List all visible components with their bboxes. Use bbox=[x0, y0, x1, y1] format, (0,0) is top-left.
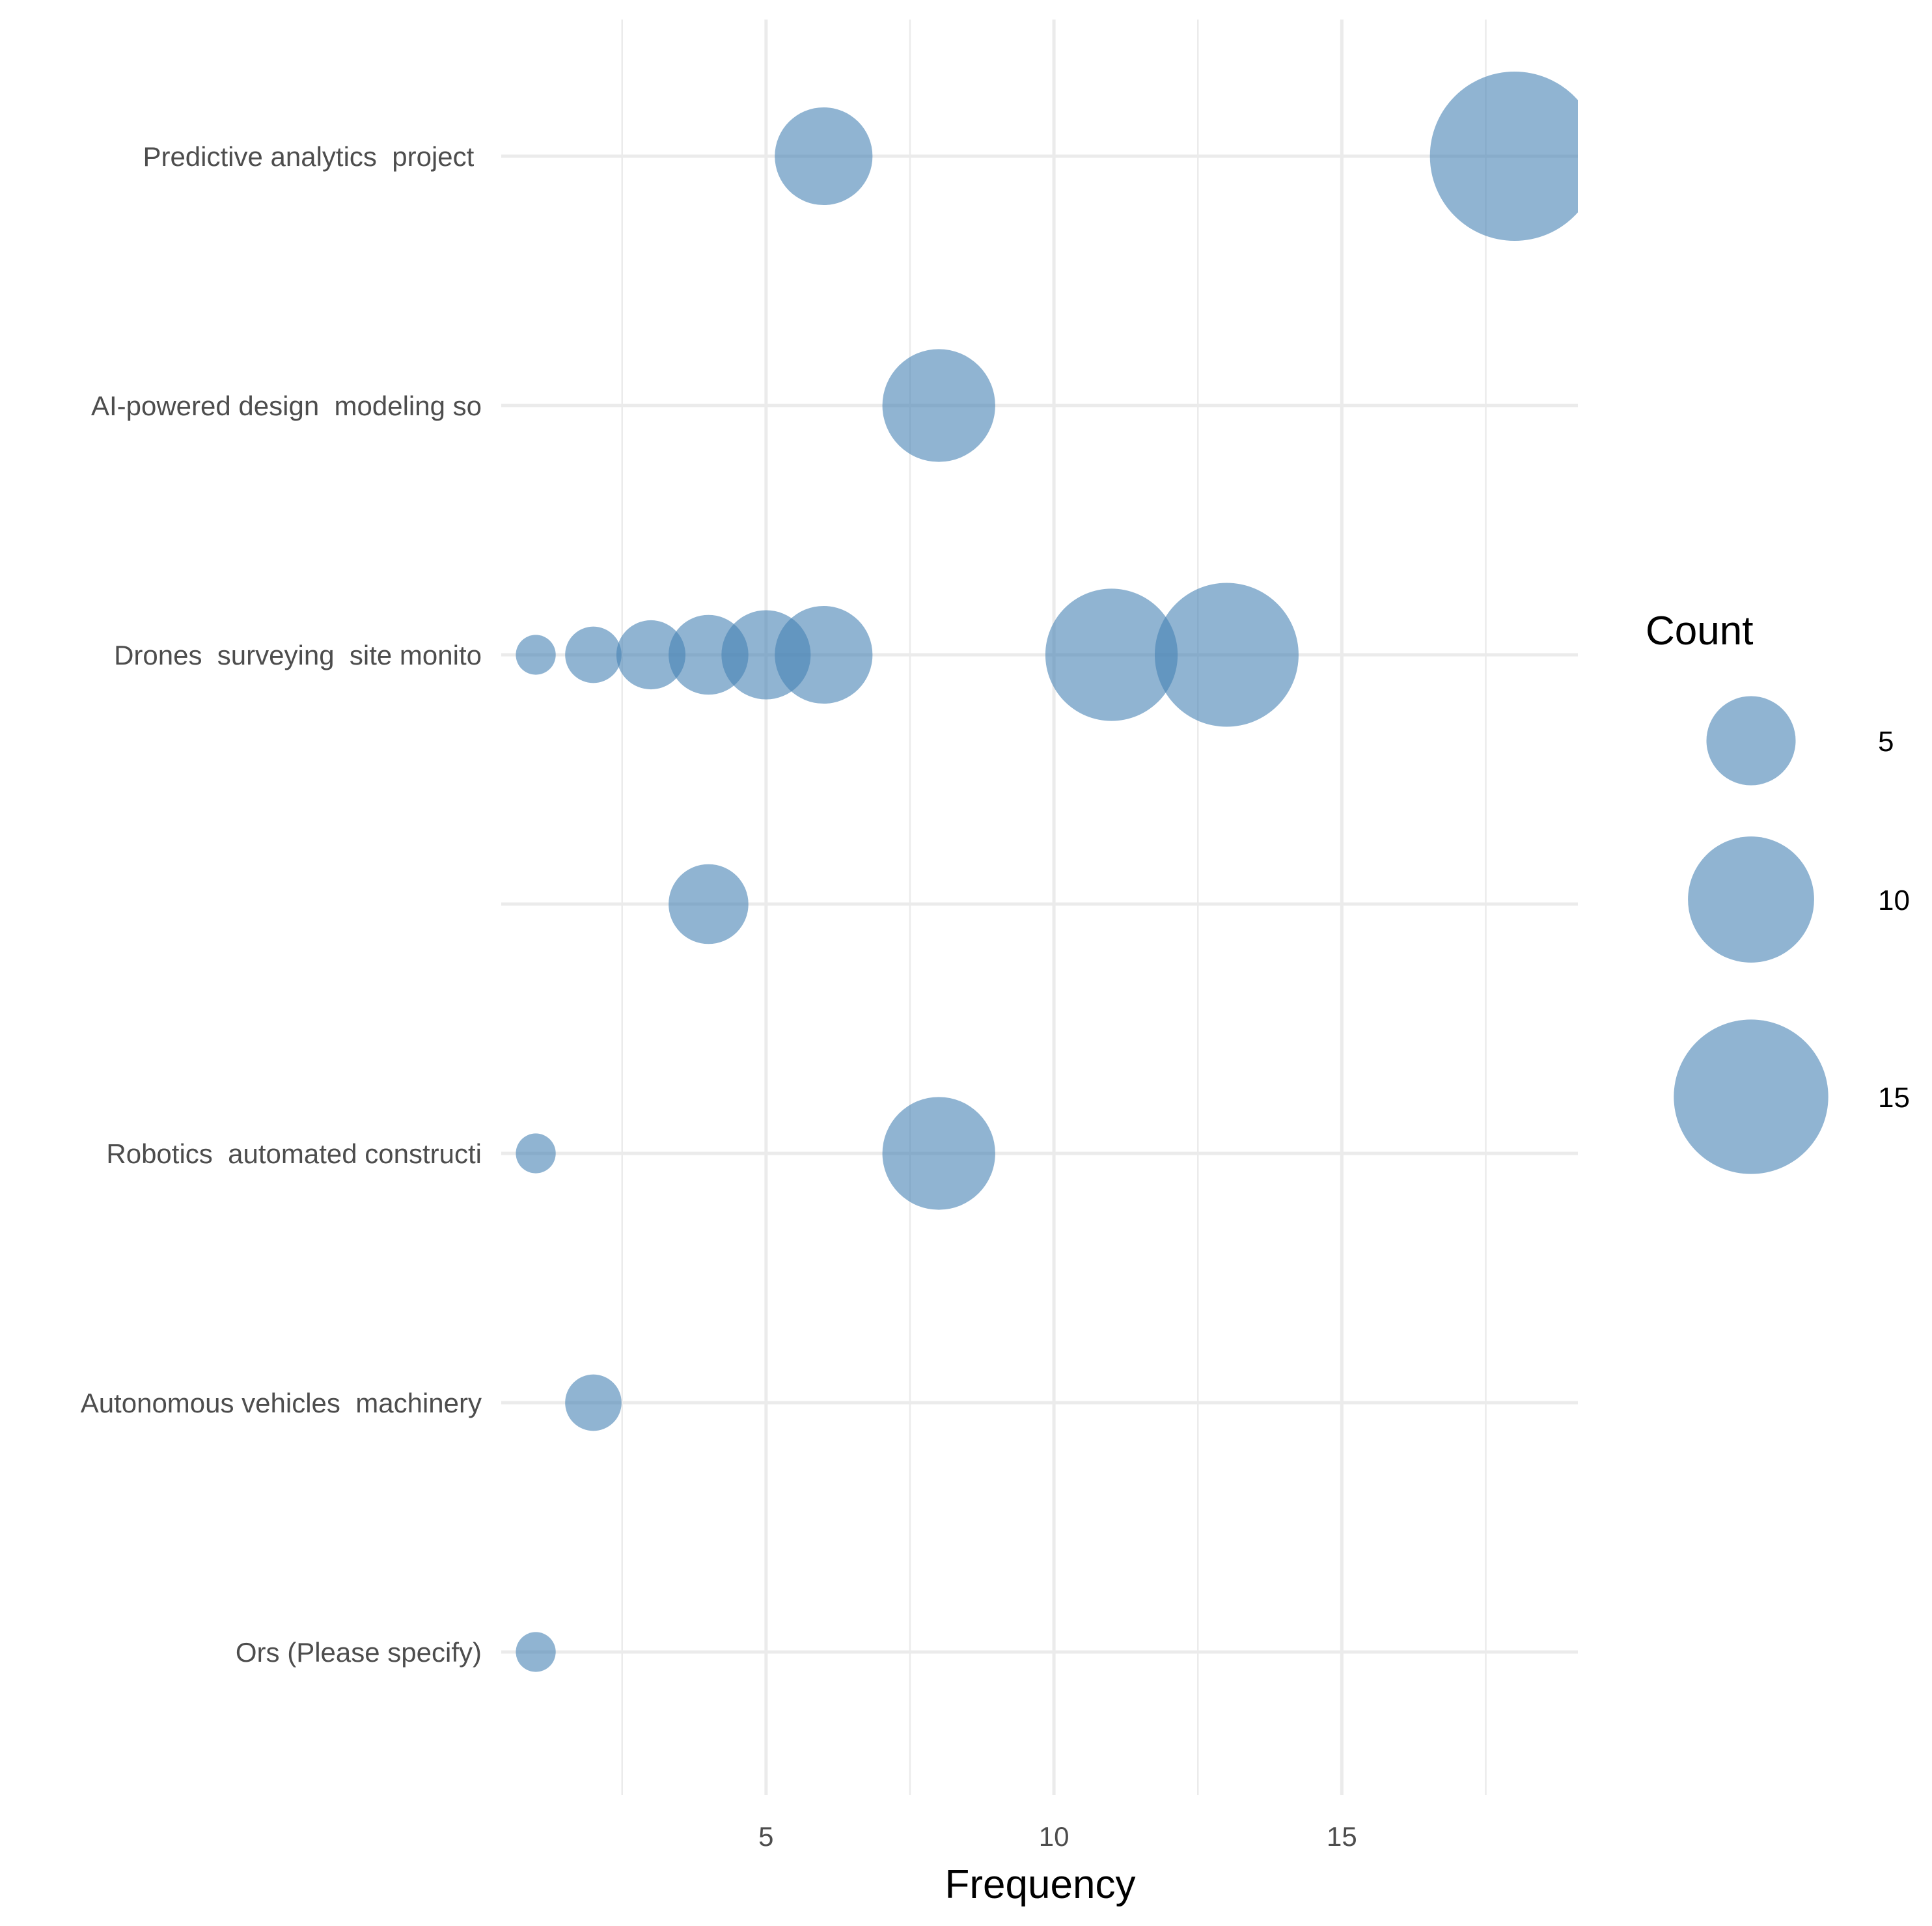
bubble-point bbox=[882, 1097, 995, 1210]
y-tick-label: Robotics automated constructi bbox=[106, 1138, 482, 1169]
x-tick-label: 10 bbox=[1039, 1821, 1070, 1852]
bubble-point bbox=[1045, 588, 1178, 721]
y-tick-label: AI-powered design modeling so bbox=[91, 391, 482, 421]
bubble-point bbox=[775, 107, 873, 206]
x-axis-title: Frequency bbox=[945, 1862, 1136, 1907]
size-legend: Count 5 10 15 bbox=[1646, 609, 1910, 1174]
legend-key-bubble bbox=[1674, 1019, 1828, 1174]
bubble-point bbox=[565, 626, 622, 683]
y-tick-label: Predictive analytics project bbox=[143, 141, 482, 172]
legend-key-label: 10 bbox=[1878, 885, 1910, 916]
bubble-point bbox=[1429, 72, 1578, 241]
legend-title: Count bbox=[1646, 609, 1753, 653]
legend-key-label: 5 bbox=[1878, 726, 1894, 758]
y-tick-label: Ors (Please specify) bbox=[236, 1637, 482, 1668]
bubble-point bbox=[669, 864, 749, 944]
x-tick-label: 15 bbox=[1327, 1821, 1357, 1852]
bubble-point bbox=[616, 620, 686, 690]
bubble-point bbox=[775, 605, 873, 704]
legend-key-bubble bbox=[1706, 696, 1796, 786]
legend-items: 5 10 15 bbox=[1674, 696, 1910, 1174]
bubble-point bbox=[1154, 583, 1299, 727]
y-tick-label: Drones surveying site monito bbox=[114, 640, 482, 670]
bubble-point bbox=[565, 1374, 622, 1431]
y-tick-label: Autonomous vehicles machinery bbox=[81, 1388, 482, 1418]
x-axis-tick-labels: 5 10 15 bbox=[758, 1821, 1357, 1852]
legend-key-bubble bbox=[1688, 836, 1814, 963]
bubble-point bbox=[882, 349, 995, 462]
y-axis-tick-labels: Predictive analytics project AI-powered … bbox=[81, 141, 482, 1668]
x-tick-label: 5 bbox=[758, 1821, 773, 1852]
bubble-point bbox=[516, 635, 556, 675]
grid-layer bbox=[501, 20, 1578, 1795]
bubble-point bbox=[516, 1133, 556, 1174]
bubble-layer bbox=[516, 72, 1578, 1672]
legend-key-label: 15 bbox=[1878, 1082, 1910, 1114]
bubble-point bbox=[516, 1632, 556, 1672]
